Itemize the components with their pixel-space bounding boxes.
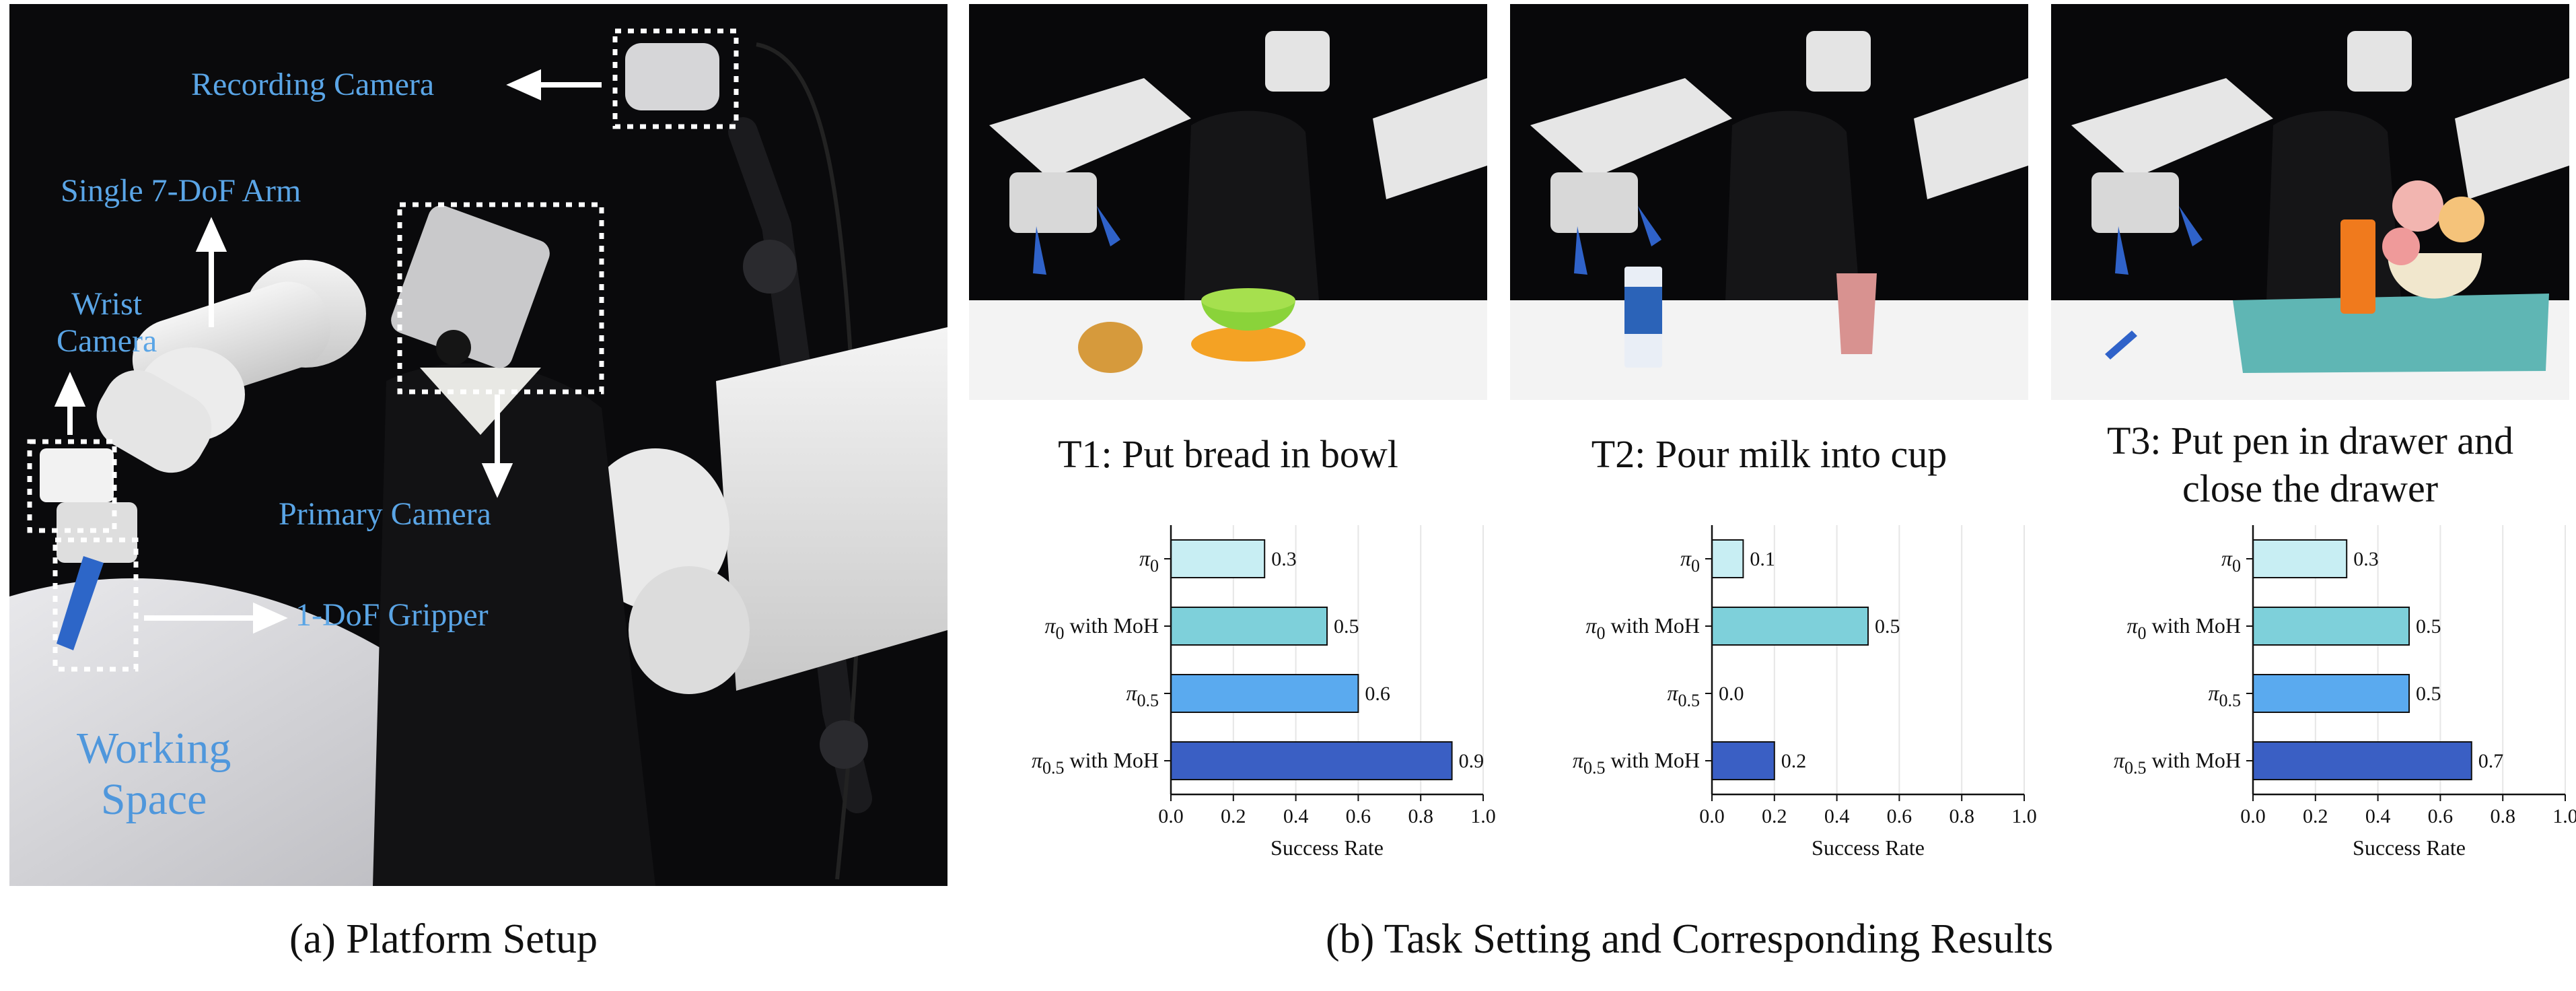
x-tick-label: 0.2 <box>1762 805 1787 827</box>
label-primary-camera: Primary Camera <box>279 496 491 532</box>
category-label: π0 with MoH <box>1586 613 1700 643</box>
x-tick-label: 0.6 <box>2428 805 2454 827</box>
bar <box>1711 539 1744 578</box>
x-tick-label: 0.0 <box>2240 805 2266 827</box>
x-tick-label: 0.8 <box>2490 805 2515 827</box>
task3-chart: 0.3 π0 0.5 π0 with MoH 0.5 π0.5 0.7 π0.5 with M… <box>2051 518 2576 882</box>
x-tick-label: 0.2 <box>2303 805 2328 827</box>
category-label: π0.5 <box>1126 681 1159 710</box>
bar <box>1170 741 1453 780</box>
label-single-arm: Single 7-DoF Arm <box>61 173 301 209</box>
label-recording-camera: Recording Camera <box>191 67 435 102</box>
x-tick-label: 0.4 <box>2365 805 2391 827</box>
category-label: π0 <box>1139 546 1159 576</box>
label-wrist-camera: Wrist Camera <box>57 286 157 360</box>
bar-value-label: 0.1 <box>1750 548 1775 570</box>
x-tick-label: 0.0 <box>1699 805 1725 827</box>
task1-chart: 0.3 π0 0.5 π0 with MoH 0.6 π0.5 0.9 π0.5 with M… <box>969 518 1501 882</box>
bar <box>2252 741 2472 780</box>
task1-photo <box>969 4 1487 400</box>
bar <box>1170 539 1266 578</box>
category-label: π0.5 with MoH <box>1032 748 1159 778</box>
bar <box>1170 674 1359 713</box>
task2-chart: 0.1 π0 0.5 π0 with MoH 0.0 π0.5 0.2 π0.5 with M… <box>1510 518 2042 882</box>
category-label: π0.5 with MoH <box>2114 748 2241 778</box>
robot-platform-illustration <box>9 28 947 886</box>
x-axis-label: Success Rate <box>1271 835 1384 860</box>
bar <box>2252 674 2410 713</box>
bar-value-label: 0.3 <box>2353 548 2379 570</box>
category-label: π0.5 with MoH <box>1573 748 1700 778</box>
category-label: π0.5 <box>2208 681 2241 710</box>
category-label: π0 with MoH <box>2127 613 2241 643</box>
bar-value-label: 0.9 <box>1459 750 1484 772</box>
task2-title: T2: Pour milk into cup <box>1591 432 1947 476</box>
task2-photo <box>1510 4 2028 400</box>
x-axis-label: Success Rate <box>2353 835 2466 860</box>
x-tick-label: 1.0 <box>1470 805 1496 827</box>
bar <box>1711 607 1869 646</box>
bar-value-label: 0.2 <box>1781 750 1807 772</box>
caption-a: (a) Platform Setup <box>289 916 598 962</box>
task3-photo <box>2051 4 2569 400</box>
x-tick-label: 0.8 <box>1408 805 1433 827</box>
bar-value-label: 0.0 <box>1719 683 1744 705</box>
x-tick-label: 1.0 <box>2011 805 2037 827</box>
bar-value-label: 0.5 <box>1334 615 1359 638</box>
bar-value-label: 0.3 <box>1271 548 1297 570</box>
caption-b: (b) Task Setting and Corresponding Resul… <box>1326 916 2054 962</box>
label-working-space: Working Space <box>77 724 231 824</box>
platform-setup-photo: Recording Camera Single 7-DoF Arm Wrist … <box>9 4 947 886</box>
x-tick-label: 0.8 <box>1949 805 1974 827</box>
bar-value-label: 0.5 <box>2416 683 2441 705</box>
bar-value-label: 0.5 <box>2416 615 2441 638</box>
x-tick-label: 0.4 <box>1283 805 1309 827</box>
category-label: π0 <box>2221 546 2241 576</box>
x-tick-label: 1.0 <box>2552 805 2576 827</box>
bar <box>1170 607 1328 646</box>
bar-value-label: 0.6 <box>1365 683 1390 705</box>
bar <box>1711 741 1775 780</box>
task1-title: T1: Put bread in bowl <box>1058 432 1398 476</box>
category-label: π0 with MoH <box>1045 613 1159 643</box>
bar-value-label: 0.5 <box>1875 615 1900 638</box>
label-gripper: 1-DoF Gripper <box>295 597 489 633</box>
x-tick-label: 0.6 <box>1346 805 1371 827</box>
category-label: π0.5 <box>1667 681 1700 710</box>
bar <box>2252 607 2410 646</box>
bar-value-label: 0.7 <box>2478 750 2504 772</box>
x-tick-label: 0.4 <box>1824 805 1850 827</box>
bar <box>2252 539 2348 578</box>
x-axis-label: Success Rate <box>1812 835 1925 860</box>
x-tick-label: 0.6 <box>1887 805 1912 827</box>
task3-title: T3: Put pen in drawer and close the draw… <box>2106 419 2513 510</box>
x-tick-label: 0.0 <box>1158 805 1184 827</box>
category-label: π0 <box>1680 546 1700 576</box>
x-tick-label: 0.2 <box>1221 805 1246 827</box>
